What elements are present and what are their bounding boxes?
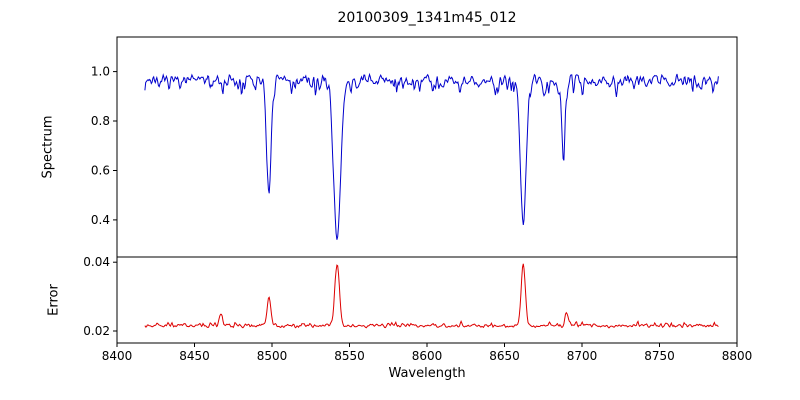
- x-tick-label: 8800: [722, 349, 753, 363]
- x-tick-label: 8450: [179, 349, 210, 363]
- y-axis-label-spectrum: Spectrum: [40, 115, 56, 179]
- y-tick-label: 0.04: [83, 255, 110, 269]
- error-line: [144, 263, 719, 329]
- chart-title: 20100309_1341m45_012: [337, 10, 517, 26]
- x-tick-label: 8750: [644, 349, 675, 363]
- x-tick-label: 8700: [567, 349, 598, 363]
- spectrum-line: [144, 72, 719, 240]
- spectrum-axes-frame: [116, 36, 738, 258]
- y-tick-label: 0.8: [91, 114, 110, 128]
- x-tick-label: 8600: [412, 349, 443, 363]
- y-tick-label: 1.0: [91, 65, 110, 79]
- x-tick-label: 8400: [102, 349, 133, 363]
- y-tick-label: 0.4: [91, 213, 110, 227]
- x-tick-label: 8550: [334, 349, 365, 363]
- y-tick-label: 0.6: [91, 164, 110, 178]
- y-tick-label: 0.02: [83, 324, 110, 338]
- x-axis-label: Wavelength: [388, 366, 466, 381]
- error-axes-frame: [116, 256, 738, 344]
- y-axis-label-error: Error: [46, 284, 62, 316]
- x-tick-label: 8650: [489, 349, 520, 363]
- x-tick-label: 8500: [257, 349, 288, 363]
